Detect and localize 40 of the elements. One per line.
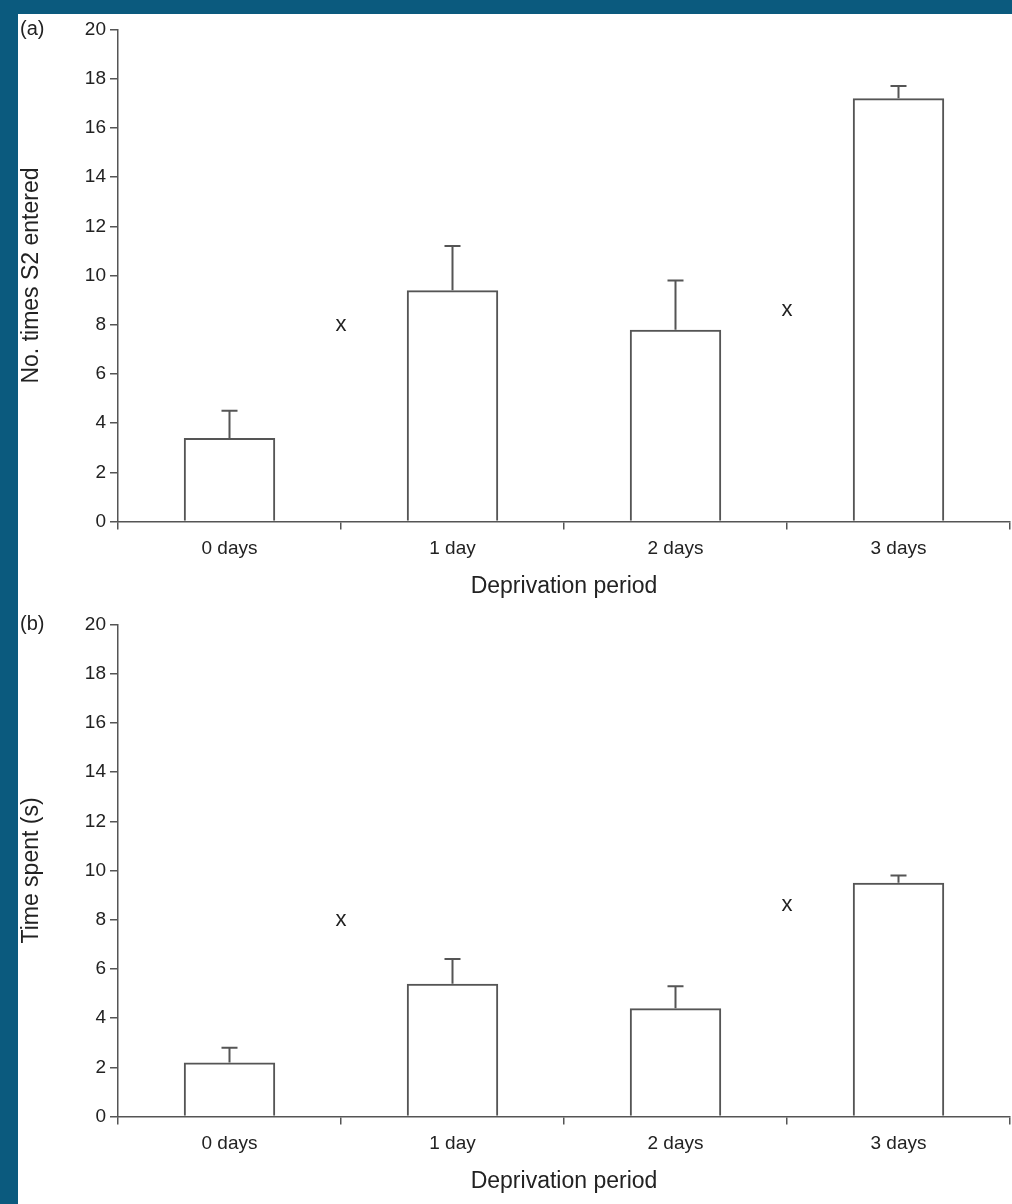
y-tick-label: 6 [95,362,106,384]
y-tick-label: 12 [84,214,106,236]
chart-title: (b) [20,611,45,634]
x-axis-title: Deprivation period [470,571,658,598]
annotation: x [335,905,347,931]
y-tick-label: 0 [95,1104,106,1126]
y-tick-label: 16 [84,711,106,733]
annotation: x [781,296,793,322]
y-tick-label: 4 [95,1006,107,1028]
y-tick-label: 18 [84,661,106,683]
x-tick-label: 2 days [647,537,704,559]
y-tick-label: 18 [84,66,106,88]
y-axis-title: Time spent (s) [17,797,44,944]
annotation: x [335,310,347,336]
x-tick-label: 3 days [870,1132,927,1154]
y-tick-label: 2 [95,460,106,482]
y-tick-label: 2 [95,1055,106,1077]
y-tick-label: 10 [84,263,106,285]
y-tick-label: 14 [84,760,107,782]
annotation: x [781,891,793,917]
y-tick-label: 12 [84,809,106,831]
x-tick-label: 3 days [870,537,927,559]
x-tick-label: 0 days [201,537,258,559]
y-tick-label: 10 [84,858,106,880]
y-tick-label: 6 [95,957,106,979]
y-tick-label: 16 [84,116,106,138]
x-tick-label: 0 days [201,1132,258,1154]
y-tick-label: 8 [95,312,106,334]
y-tick-label: 14 [84,165,107,187]
x-tick-label: 1 day [429,1132,477,1154]
y-tick-label: 8 [95,907,106,929]
y-tick-label: 20 [84,612,106,634]
y-tick-label: 0 [95,509,106,531]
y-tick-label: 20 [84,17,106,39]
x-tick-label: 1 day [429,537,477,559]
x-tick-label: 2 days [647,1132,704,1154]
y-tick-label: 4 [95,411,107,433]
x-axis-title: Deprivation period [470,1166,658,1193]
y-axis-title: No. times S2 entered [17,167,44,384]
chart-title: (a) [20,16,45,39]
